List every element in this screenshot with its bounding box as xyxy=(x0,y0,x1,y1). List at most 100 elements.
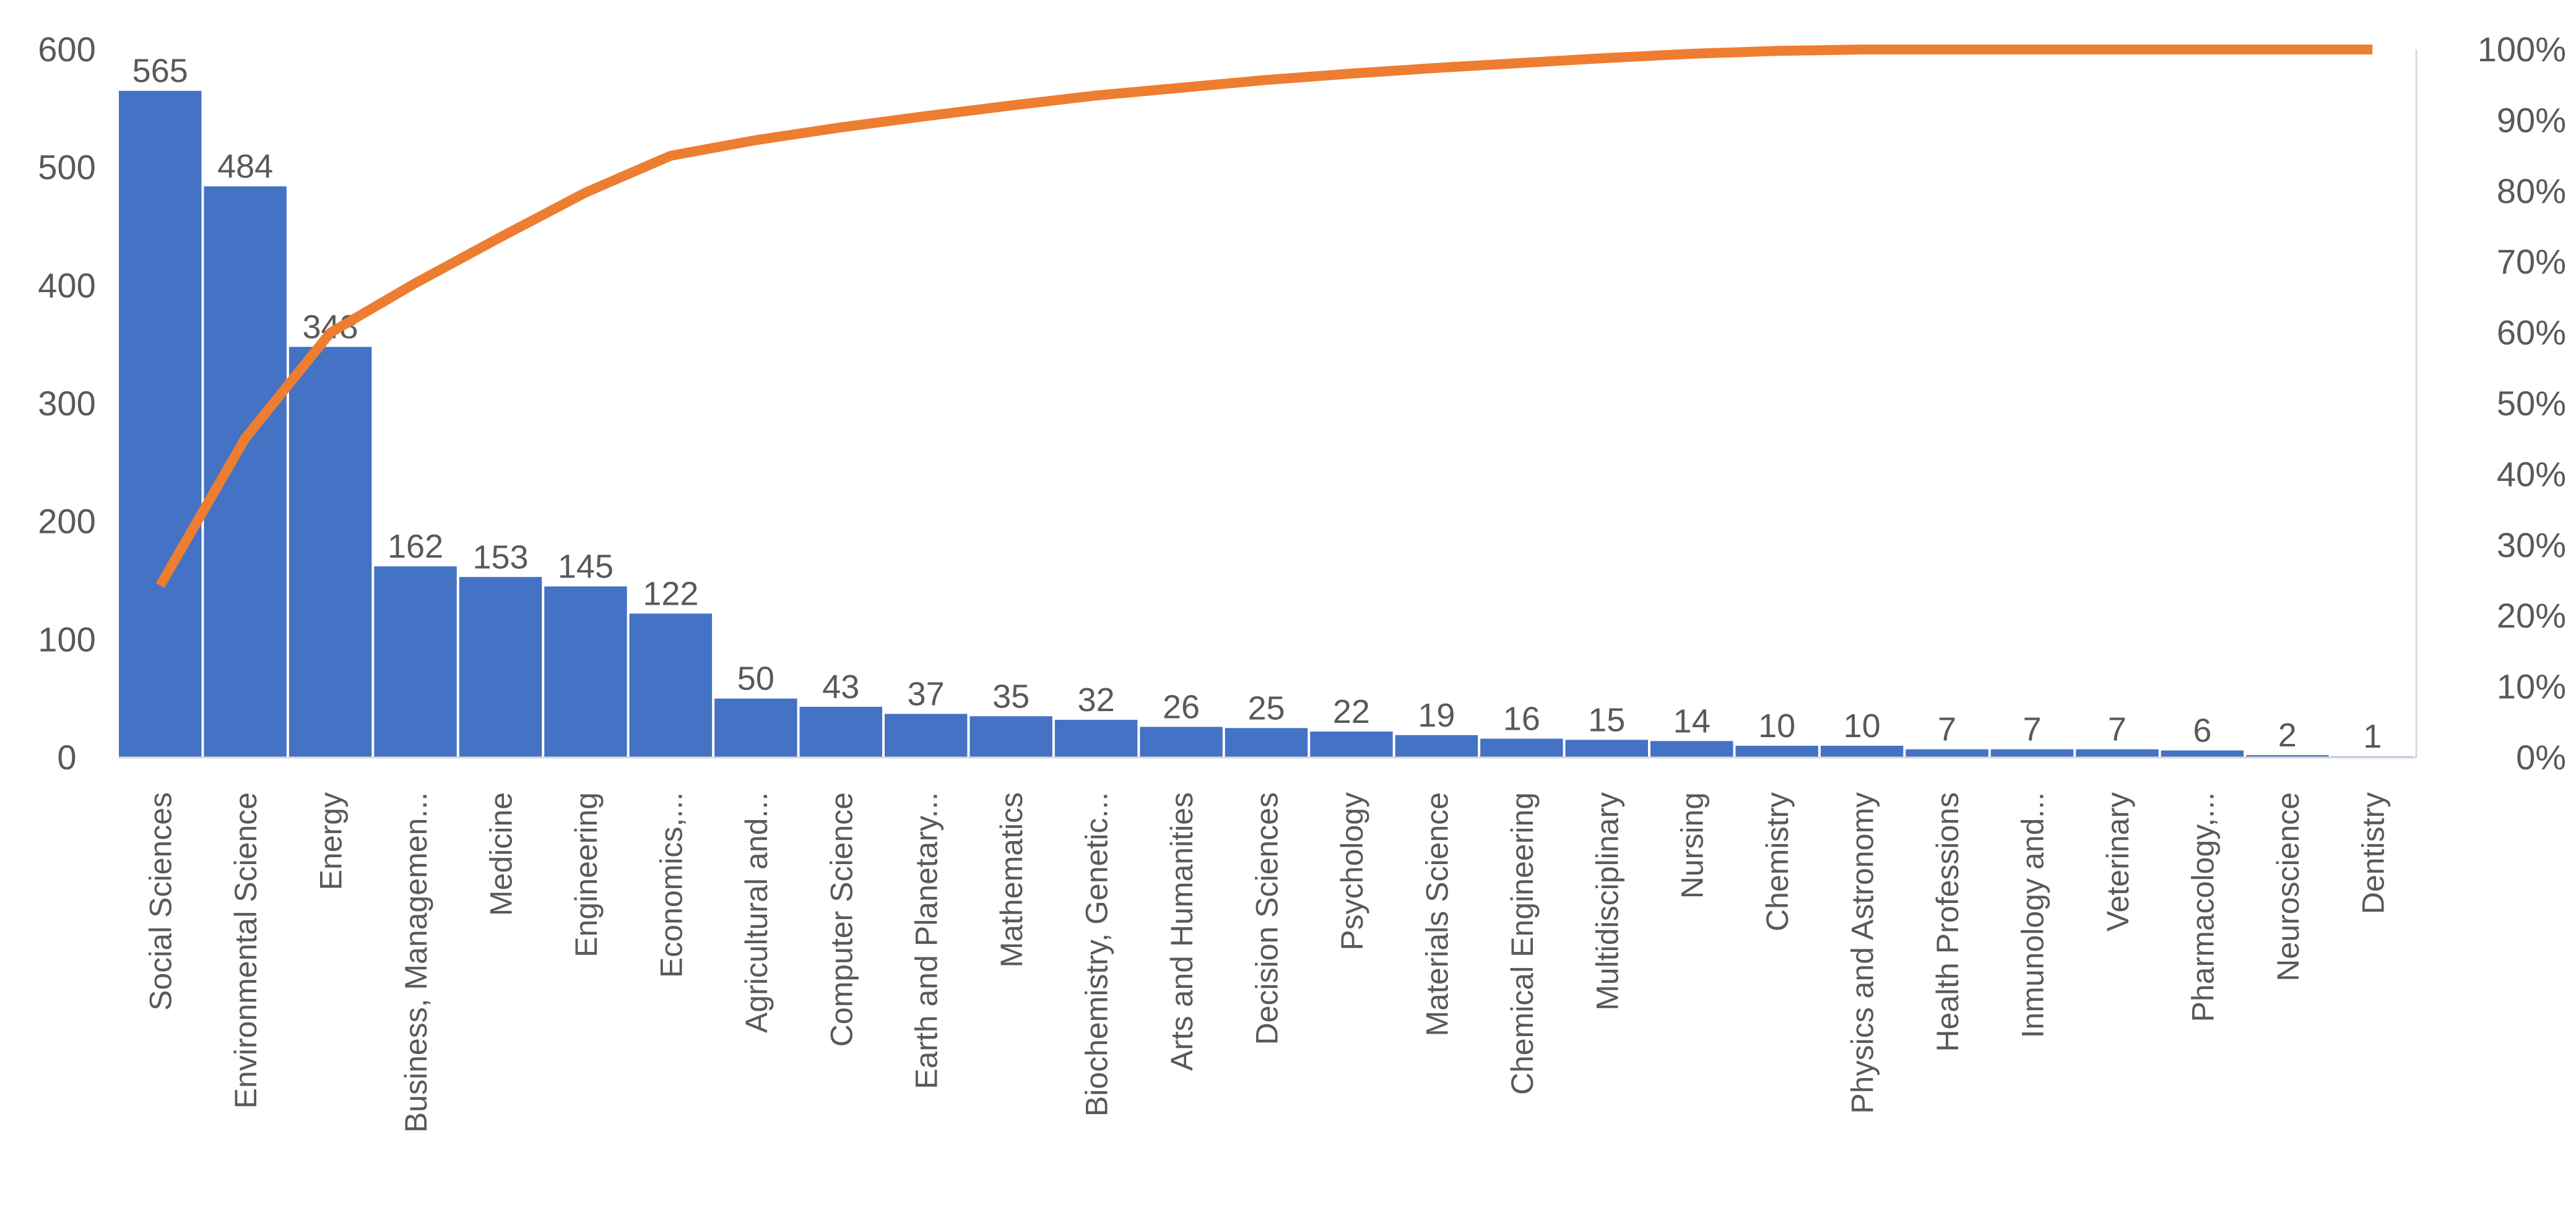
cumulative-percent-line xyxy=(155,45,2373,589)
bar-14 xyxy=(1225,728,1308,758)
bar-18 xyxy=(1565,740,1648,758)
bar-20 xyxy=(1735,745,1818,758)
data-label: 10 xyxy=(1758,707,1795,745)
bar-10 xyxy=(885,714,968,758)
bar-5 xyxy=(459,577,542,758)
bars-layer xyxy=(119,90,2414,758)
x-category-label: Materials Science xyxy=(1420,792,1454,1037)
bar-23 xyxy=(1990,749,2074,758)
x-category-label: Neuroscience xyxy=(2271,792,2305,982)
y-right-tick-label: 0% xyxy=(2516,738,2566,777)
x-category-label: Energy xyxy=(314,792,349,890)
bar-25 xyxy=(2161,750,2244,758)
axes-layer: 0 100 200 300 400 500 600 0% 10% 20% 30% 40% 50% 60% 7… xyxy=(38,30,2566,1133)
data-label: 43 xyxy=(822,668,859,706)
data-label: 1 xyxy=(2363,718,2382,755)
data-label: 7 xyxy=(2108,711,2127,748)
y-right-tick-label: 70% xyxy=(2497,242,2566,281)
data-label: 145 xyxy=(558,548,614,585)
y-right-tick-label: 50% xyxy=(2497,384,2566,423)
y-left-tick-label: 0 xyxy=(57,738,76,777)
x-category-label: Biochemistry, Genetic... xyxy=(1080,792,1114,1116)
x-category-label: Chemical Engineering xyxy=(1505,792,1540,1095)
x-category-label: Dentistry xyxy=(2356,792,2390,914)
data-label: 565 xyxy=(132,53,188,90)
y-right-tick-label: 40% xyxy=(2497,454,2566,493)
data-label: 2 xyxy=(2278,717,2297,754)
bar-21 xyxy=(1820,745,1904,758)
data-label: 7 xyxy=(1938,711,1956,748)
y-left-tick-label: 600 xyxy=(38,30,95,69)
x-category-label: Veterinary xyxy=(2101,792,2135,931)
y-right-tick-label: 30% xyxy=(2497,525,2566,564)
x-category-label: Nursing xyxy=(1675,792,1710,899)
y-right-tick-label: 60% xyxy=(2497,313,2566,352)
x-category-label: Multidisciplinary xyxy=(1590,792,1624,1011)
y-right-tick-label: 10% xyxy=(2497,667,2566,706)
x-category-label: Arts and Humanities xyxy=(1164,792,1199,1071)
data-label: 32 xyxy=(1078,681,1115,719)
cumulative-line-layer xyxy=(155,45,2373,589)
bar-13 xyxy=(1140,727,1223,758)
data-label: 6 xyxy=(2193,712,2211,749)
x-category-label: Psychology xyxy=(1335,792,1369,951)
x-category-label: Social Sciences xyxy=(144,792,178,1011)
data-label: 484 xyxy=(217,148,273,185)
y-right-tick-label: 20% xyxy=(2497,596,2566,635)
x-category-label: Physics and Astronomy xyxy=(1845,792,1880,1114)
bar-3 xyxy=(288,347,372,758)
y-left-tick-label: 500 xyxy=(38,148,95,187)
bar-2 xyxy=(204,186,287,758)
y-right-tick-label: 90% xyxy=(2497,100,2566,139)
x-category-label: Environmental Science xyxy=(228,792,263,1108)
y-right-tick-label: 80% xyxy=(2497,171,2566,210)
bar-22 xyxy=(1906,749,1988,758)
x-category-label: Economics,... xyxy=(654,792,688,978)
data-label: 153 xyxy=(472,538,528,576)
bar-1 xyxy=(119,90,202,758)
x-category-label: Medicine xyxy=(484,792,519,916)
x-category-label: Decision Sciences xyxy=(1250,792,1285,1045)
data-label: 16 xyxy=(1503,700,1540,737)
y-left-tick-label: 400 xyxy=(38,266,95,304)
bar-24 xyxy=(2076,749,2159,758)
data-label: 122 xyxy=(643,575,698,612)
data-label: 37 xyxy=(908,675,945,712)
bar-7 xyxy=(629,613,713,758)
data-label: 25 xyxy=(1247,689,1285,727)
data-label: 50 xyxy=(737,660,774,698)
x-category-label: Agricultural and... xyxy=(739,792,774,1033)
data-label: 162 xyxy=(388,528,443,565)
x-category-label: Health Professions xyxy=(1930,792,1965,1052)
bar-26 xyxy=(2246,755,2329,758)
bar-15 xyxy=(1310,732,1393,758)
data-label: 10 xyxy=(1844,707,1881,745)
bar-11 xyxy=(969,716,1052,758)
x-category-label: Pharmacology,... xyxy=(2185,792,2220,1022)
x-category-label: Mathematics xyxy=(994,792,1029,967)
data-label: 22 xyxy=(1333,693,1370,730)
data-label: 14 xyxy=(1673,702,1711,740)
bar-8 xyxy=(714,698,797,758)
x-category-label: Business, Managemen... xyxy=(399,792,433,1133)
bar-4 xyxy=(374,566,457,758)
data-label: 7 xyxy=(2023,711,2041,748)
data-label: 15 xyxy=(1588,701,1625,738)
y-left-tick-label: 300 xyxy=(38,384,95,423)
bar-17 xyxy=(1480,738,1563,758)
x-category-label: Engineering xyxy=(569,792,604,957)
bar-16 xyxy=(1395,735,1478,758)
bar-19 xyxy=(1650,741,1733,758)
x-category-label: Chemistry xyxy=(1760,792,1795,931)
data-label: 35 xyxy=(992,678,1030,715)
bar-9 xyxy=(799,707,882,758)
y-right-tick-label: 100% xyxy=(2478,30,2566,69)
data-label: 26 xyxy=(1163,688,1200,725)
x-category-label: Inmunology and... xyxy=(2016,792,2050,1039)
x-category-label: Earth and Planetary... xyxy=(909,792,944,1089)
x-category-label: Computer Science xyxy=(824,792,859,1047)
y-left-tick-label: 100 xyxy=(38,620,95,659)
